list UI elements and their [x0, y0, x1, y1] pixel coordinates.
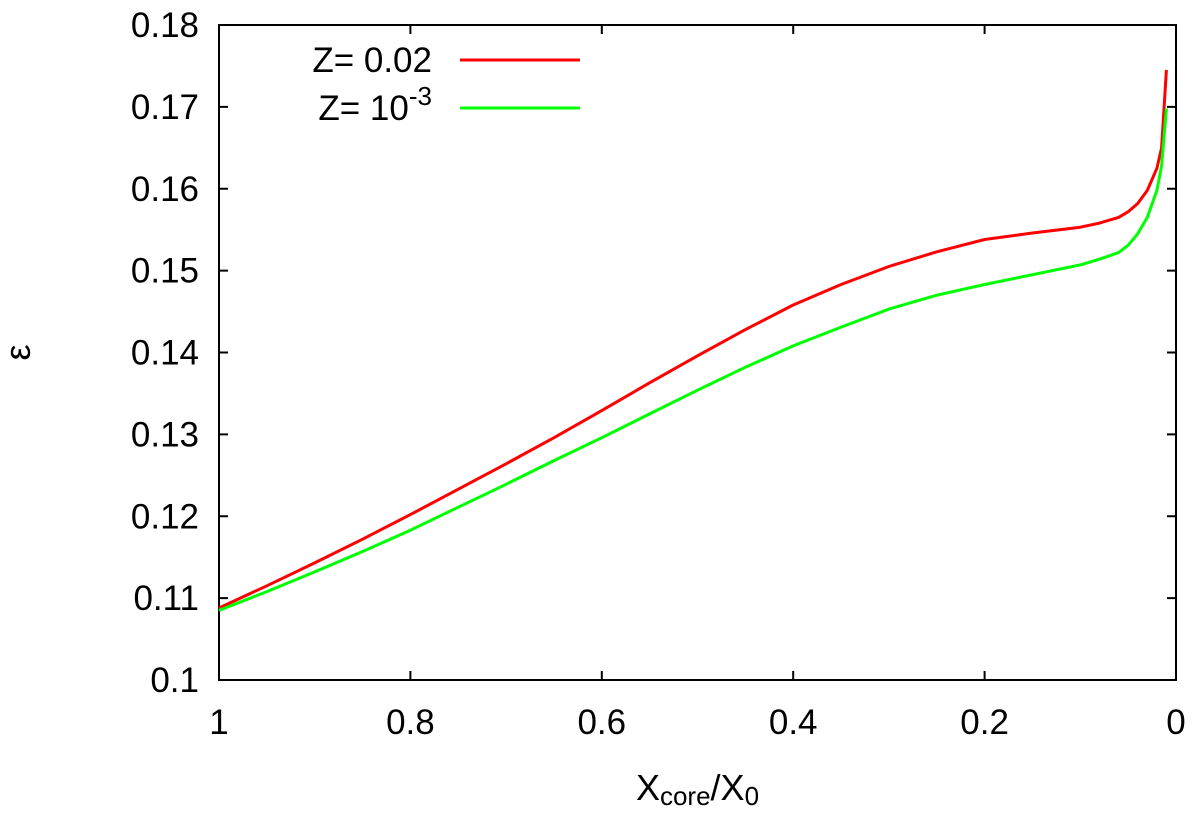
- legend-label-superscript: -3: [409, 81, 432, 111]
- x-tick-label: 0: [1166, 703, 1185, 742]
- axis-ticks: [218, 24, 1177, 681]
- y-tick-label: 0.18: [131, 6, 199, 45]
- series-lines: [218, 69, 1168, 612]
- x-axis-label-main: X: [636, 767, 660, 808]
- axis-tick-labels: 0.1 0.11 0.12 0.13 0.14 0.15 0.16 0.17 0.18 1 0.8 0…: [131, 6, 1186, 742]
- legend-label: Z= 0.02: [312, 41, 432, 80]
- y-tick-label: 0.17: [131, 88, 199, 127]
- y-tick-label: 0.12: [131, 497, 199, 536]
- y-tick-label: 0.14: [131, 334, 199, 373]
- legend-label-base: Z= 0.02: [312, 41, 432, 80]
- x-axis-label-sep: /X: [711, 767, 745, 808]
- x-tick-label: 0.4: [769, 703, 818, 742]
- legend-label: Z= 10-3: [318, 81, 432, 128]
- x-axis-label-sub2: 0: [745, 781, 759, 811]
- legend-label-base: Z= 10: [318, 89, 408, 128]
- legend: Z= 0.02Z= 10-3: [312, 41, 580, 128]
- y-tick-label: 0.16: [131, 170, 199, 209]
- x-tick-label: 1: [209, 703, 228, 742]
- x-tick-label: 0.8: [386, 703, 435, 742]
- y-tick-label: 0.11: [133, 579, 199, 618]
- x-axis-label: Xcore/X0: [636, 767, 759, 811]
- y-tick-label: 0.15: [131, 252, 199, 291]
- series-line: [218, 108, 1168, 612]
- x-axis-label-sub1: core: [660, 781, 711, 811]
- series-line: [218, 69, 1168, 610]
- x-tick-label: 0.6: [577, 703, 626, 742]
- y-tick-label: 0.13: [131, 415, 199, 454]
- y-axis-label: ε: [0, 344, 38, 360]
- x-tick-label: 0.2: [960, 703, 1009, 742]
- y-tick-label: 0.1: [150, 661, 199, 700]
